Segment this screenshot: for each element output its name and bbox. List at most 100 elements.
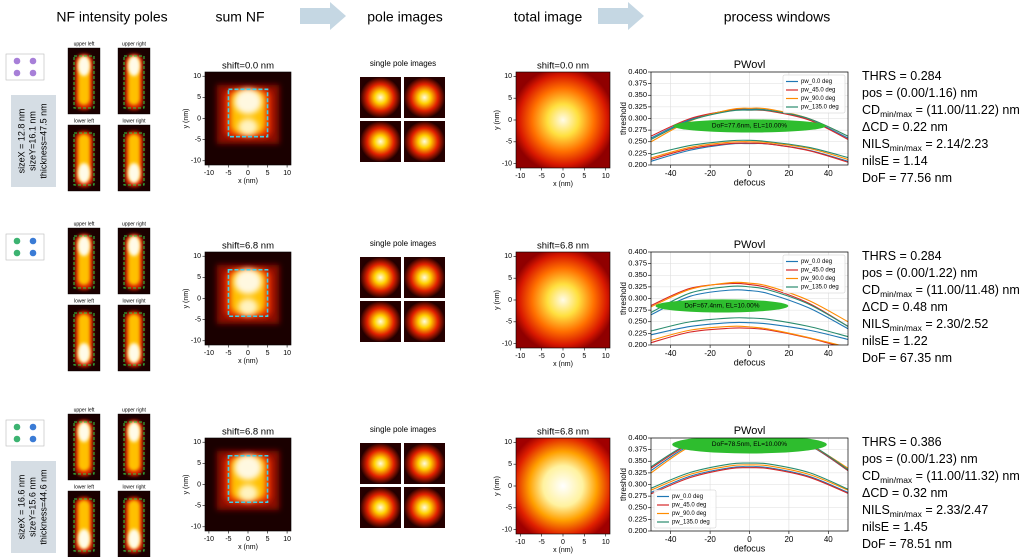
y-tick-label: -5 <box>195 136 201 143</box>
axes-title: shift=6.8 nm <box>537 241 589 252</box>
y-tick-label: 0.350 <box>628 270 647 279</box>
x-axis-label: x (nm) <box>553 361 573 368</box>
pole-image <box>404 121 445 162</box>
y-tick-label: -10 <box>502 160 512 167</box>
pole-image <box>360 77 401 118</box>
column-header: total image <box>514 9 583 25</box>
y-tick-label: 0 <box>197 115 201 122</box>
x-tick-label: -5 <box>539 353 545 360</box>
stat-line: NILSmin/max = 2.33/2.47 <box>862 503 988 519</box>
pupil-pole <box>30 238 37 245</box>
pole-thumbnail <box>68 228 100 294</box>
stat-line: CDmin/max = (11.00/11.48) nm <box>862 283 1020 299</box>
pupil-icon <box>6 420 44 446</box>
y-tick-label: -10 <box>191 524 201 531</box>
column-header: NF intensity poles <box>56 9 167 25</box>
y-tick-label: 0.300 <box>628 479 647 488</box>
glow <box>78 163 90 183</box>
y-tick-label: 0.325 <box>628 282 647 291</box>
stat-text: pos = (0.00/1.22) nm <box>862 266 978 280</box>
y-tick-label: 0.225 <box>628 328 647 337</box>
y-axis-label: y (nm) <box>183 475 190 495</box>
heatmap-background <box>516 438 610 534</box>
x-tick-label: 10 <box>283 536 291 543</box>
x-axis-label: x (nm) <box>553 181 573 188</box>
glow <box>128 529 140 549</box>
x-tick-label: 40 <box>824 169 833 178</box>
stat-line: ΔCD = 0.22 nm <box>862 120 948 134</box>
x-tick-label: 40 <box>824 349 833 358</box>
x-tick-label: 0 <box>246 170 250 177</box>
stat-text: DoF = 78.51 nm <box>862 537 952 551</box>
y-tick-label: -5 <box>506 139 512 146</box>
stat-text: ΔCD = 0.48 nm <box>862 300 948 314</box>
pole-image <box>360 487 401 528</box>
x-tick-label: -20 <box>704 349 716 358</box>
y-tick-label: 0.300 <box>628 113 647 122</box>
y-tick-label: 5 <box>197 94 201 101</box>
stat-line: THRS = 0.284 <box>862 249 942 263</box>
x-tick-label: 0 <box>561 173 565 180</box>
pole-label: upper right <box>122 221 147 227</box>
y-tick-label: -10 <box>191 158 201 165</box>
pole-image <box>360 257 401 298</box>
legend-label: pw_0.0 deg <box>801 79 832 85</box>
pole-thumbnail <box>118 491 150 557</box>
x-tick-label: 20 <box>784 169 793 178</box>
pole-label: upper left <box>74 407 95 413</box>
y-tick-label: 0 <box>197 481 201 488</box>
pole-thumbnail <box>68 48 100 114</box>
pupil-pole <box>30 58 37 65</box>
pole-image <box>360 121 401 162</box>
x-tick-label: 5 <box>266 536 270 543</box>
pole-label: lower right <box>122 118 146 124</box>
stat-text: CD <box>862 103 880 117</box>
y-axis-label: y (nm) <box>494 110 501 130</box>
pole-label: lower left <box>74 298 95 304</box>
result-row: sizeX = 16.6 nmsizeY=15.6 nmthickness=44… <box>6 407 1020 557</box>
y-tick-label: 0.325 <box>628 468 647 477</box>
legend-label: pw_135.0 deg <box>672 520 710 526</box>
x-tick-label: 10 <box>602 353 610 360</box>
legend-label: pw_45.0 deg <box>801 88 835 94</box>
pole-label: upper right <box>122 41 147 47</box>
geometry-label: thickness=44.6 nm <box>38 469 48 544</box>
pole-label: upper right <box>122 407 147 413</box>
pupil-pole <box>30 424 37 431</box>
stat-text: pos = (0.00/1.16) nm <box>862 86 978 100</box>
y-tick-label: 0.400 <box>628 247 647 256</box>
geometry-label: thickness=47.5 nm <box>38 103 48 178</box>
glow <box>78 343 90 363</box>
y-tick-label: 0.225 <box>628 514 647 523</box>
x-axis-label: x (nm) <box>238 178 258 185</box>
legend-label: pw_45.0 deg <box>672 503 706 509</box>
x-tick-label: -10 <box>515 353 525 360</box>
pupil-pole <box>30 436 37 443</box>
y-axis-label: threshold <box>619 468 628 501</box>
pole-thumbnail <box>68 414 100 480</box>
stat-text: ΔCD = 0.22 nm <box>862 120 948 134</box>
y-tick-label: 5 <box>197 274 201 281</box>
stat-text: NILS <box>862 317 890 331</box>
y-tick-label: -5 <box>506 319 512 326</box>
y-axis-label: y (nm) <box>183 109 190 129</box>
geometry-label: sizeX = 16.6 nm <box>16 475 26 540</box>
pupil-pole <box>14 424 21 431</box>
pole-image <box>360 443 401 484</box>
geometry-label: sizeX = 12.8 nm <box>16 109 26 174</box>
stat-text: NILS <box>862 503 890 517</box>
glow <box>78 529 90 549</box>
y-tick-label: 0 <box>508 297 512 304</box>
stat-text: CD <box>862 469 880 483</box>
x-axis-label: defocus <box>734 543 766 553</box>
legend-label: pw_90.0 deg <box>672 511 706 517</box>
pole-label: lower left <box>74 118 95 124</box>
x-tick-label: 10 <box>602 173 610 180</box>
pole-thumbnail <box>68 125 100 191</box>
glow <box>78 236 90 256</box>
x-tick-label: -20 <box>704 535 716 544</box>
y-tick-label: 10 <box>193 73 201 80</box>
x-tick-label: -40 <box>665 535 677 544</box>
stat-text: CD <box>862 283 880 297</box>
y-tick-label: 0.400 <box>628 67 647 76</box>
